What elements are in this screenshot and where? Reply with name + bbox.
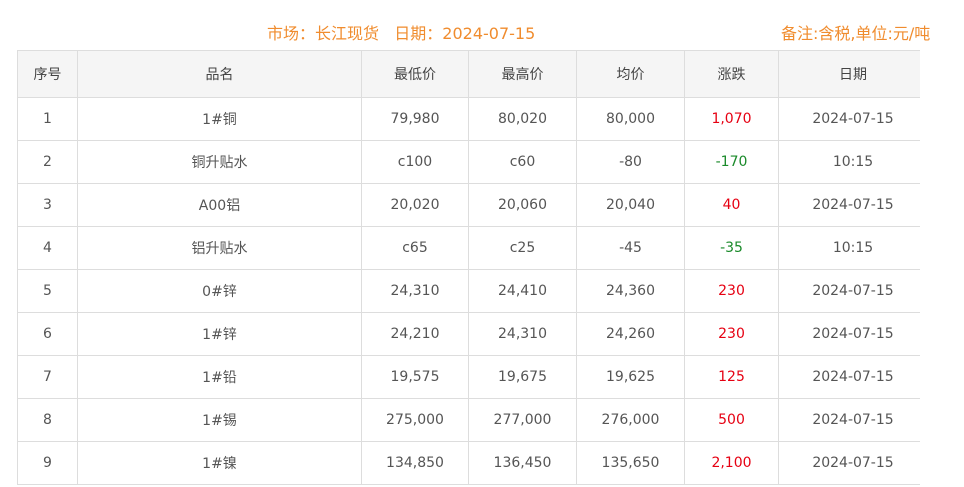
table-row: 3 A00铝 20,020 20,060 20,040 40 2024-07-15 — [17, 183, 928, 227]
cell-index: 7 — [17, 355, 78, 399]
cell-low: 24,210 — [361, 312, 469, 356]
table-row: 7 1#铅 19,575 19,675 19,625 125 2024-07-15 — [17, 355, 928, 399]
cell-change: 125 — [684, 355, 779, 399]
cell-change: -170 — [684, 140, 779, 184]
cell-low: 19,575 — [361, 355, 469, 399]
cell-high: 80,020 — [468, 97, 577, 141]
table-row: 5 0#锌 24,310 24,410 24,360 230 2024-07-15 — [17, 269, 928, 313]
cell-index: 6 — [17, 312, 78, 356]
cell-name: 1#铜 — [77, 97, 362, 141]
cell-low: 79,980 — [361, 97, 469, 141]
cell-name: 1#铅 — [77, 355, 362, 399]
table-row: 6 1#锌 24,210 24,310 24,260 230 2024-07-15 — [17, 312, 928, 356]
cell-name: 铜升贴水 — [77, 140, 362, 184]
cell-avg: 24,260 — [576, 312, 685, 356]
price-table: 序号 品名 最低价 最高价 均价 涨跌 日期 1 1#铜 79,980 80,020 80,000 1… — [17, 50, 928, 485]
table-header: 序号 品名 最低价 最高价 均价 涨跌 日期 — [17, 50, 928, 98]
cell-index: 8 — [17, 398, 78, 442]
cell-high: 24,410 — [468, 269, 577, 313]
table-row: 2 铜升贴水 c100 c60 -80 -170 10:15 — [17, 140, 928, 184]
cell-high: 20,060 — [468, 183, 577, 227]
cell-avg: 20,040 — [576, 183, 685, 227]
cell-low: c65 — [361, 226, 469, 270]
cell-low: 24,310 — [361, 269, 469, 313]
cell-index: 2 — [17, 140, 78, 184]
cell-change: -35 — [684, 226, 779, 270]
cell-avg: 24,360 — [576, 269, 685, 313]
market-label: 市场：长江现货 — [267, 24, 380, 43]
cell-index: 4 — [17, 226, 78, 270]
table-row: 8 1#锡 275,000 277,000 276,000 500 2024-07-15 — [17, 398, 928, 442]
cell-change: 230 — [684, 269, 779, 313]
date-label: 日期：2024-07-15 — [394, 24, 536, 43]
cell-change: 230 — [684, 312, 779, 356]
cell-date: 2024-07-15 — [778, 97, 928, 141]
cell-name: 1#锌 — [77, 312, 362, 356]
cell-low: 275,000 — [361, 398, 469, 442]
column-header: 最高价 — [468, 50, 577, 98]
cell-date: 2024-07-15 — [778, 398, 928, 442]
cell-name: 1#镍 — [77, 441, 362, 485]
cell-date: 2024-07-15 — [778, 183, 928, 227]
cell-change: 1,070 — [684, 97, 779, 141]
table-row: 9 1#镍 134,850 136,450 135,650 2,100 2024-07-15 — [17, 441, 928, 485]
cell-change: 2,100 — [684, 441, 779, 485]
cell-avg: 276,000 — [576, 398, 685, 442]
cell-high: 136,450 — [468, 441, 577, 485]
cell-name: 1#锡 — [77, 398, 362, 442]
cell-high: c25 — [468, 226, 577, 270]
cell-index: 3 — [17, 183, 78, 227]
cell-change: 500 — [684, 398, 779, 442]
cell-date: 2024-07-15 — [778, 355, 928, 399]
column-header: 品名 — [77, 50, 362, 98]
column-header: 最低价 — [361, 50, 469, 98]
cell-change: 40 — [684, 183, 779, 227]
column-header: 日期 — [778, 50, 928, 98]
cell-avg: 135,650 — [576, 441, 685, 485]
cell-avg: -80 — [576, 140, 685, 184]
cell-low: 20,020 — [361, 183, 469, 227]
cell-date: 2024-07-15 — [778, 312, 928, 356]
cell-high: 24,310 — [468, 312, 577, 356]
table-row: 1 1#铜 79,980 80,020 80,000 1,070 2024-07-15 — [17, 97, 928, 141]
cell-avg: 19,625 — [576, 355, 685, 399]
cell-name: A00铝 — [77, 183, 362, 227]
cell-avg: 80,000 — [576, 97, 685, 141]
cell-date: 10:15 — [778, 140, 928, 184]
cell-index: 9 — [17, 441, 78, 485]
cell-low: 134,850 — [361, 441, 469, 485]
cell-high: 19,675 — [468, 355, 577, 399]
column-header: 序号 — [17, 50, 78, 98]
cell-avg: -45 — [576, 226, 685, 270]
table-row: 4 铝升贴水 c65 c25 -45 -35 10:15 — [17, 226, 928, 270]
cell-date: 2024-07-15 — [778, 269, 928, 313]
unit-note: 备注:含税,单位:元/吨 — [781, 24, 931, 43]
cell-high: 277,000 — [468, 398, 577, 442]
market-title: 市场：长江现货 日期：2024-07-15 — [267, 20, 535, 44]
cell-name: 铝升贴水 — [77, 226, 362, 270]
cell-high: c60 — [468, 140, 577, 184]
viewport-edge — [920, 45, 964, 487]
cell-index: 1 — [17, 97, 78, 141]
cell-index: 5 — [17, 269, 78, 313]
column-header: 涨跌 — [684, 50, 779, 98]
cell-low: c100 — [361, 140, 469, 184]
cell-name: 0#锌 — [77, 269, 362, 313]
cell-date: 10:15 — [778, 226, 928, 270]
column-header: 均价 — [576, 50, 685, 98]
cell-date: 2024-07-15 — [778, 441, 928, 485]
